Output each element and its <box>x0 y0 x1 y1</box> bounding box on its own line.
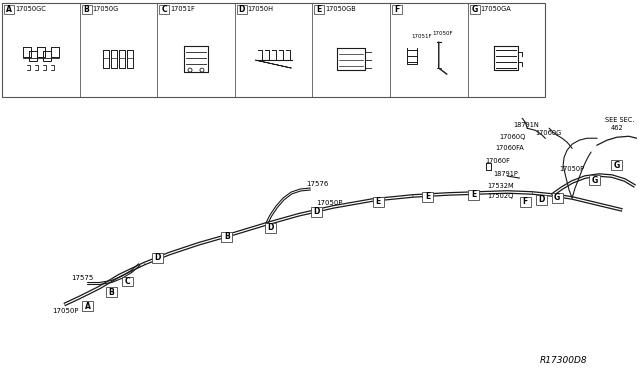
Text: B: B <box>84 5 90 14</box>
Bar <box>2 3 545 97</box>
Bar <box>422 192 433 202</box>
Text: SEE SEC.: SEE SEC. <box>605 117 634 124</box>
Text: 17050GA: 17050GA <box>481 6 511 12</box>
Bar <box>82 301 93 311</box>
Text: 17502Q: 17502Q <box>488 193 514 199</box>
Text: D: D <box>239 5 245 14</box>
Bar <box>159 5 169 14</box>
Text: F: F <box>394 5 399 14</box>
Bar <box>520 197 531 207</box>
Text: 17576: 17576 <box>307 181 329 187</box>
Text: B: B <box>109 288 115 297</box>
Text: A: A <box>6 5 12 14</box>
Bar <box>311 207 322 217</box>
Bar <box>611 160 622 170</box>
Text: R17300D8: R17300D8 <box>540 356 587 365</box>
Bar <box>552 193 563 203</box>
Text: D: D <box>313 207 319 217</box>
Bar <box>589 175 600 185</box>
Text: 17060F: 17060F <box>486 158 510 164</box>
Text: 462: 462 <box>611 125 623 131</box>
Text: 17050GC: 17050GC <box>15 6 46 12</box>
Text: C: C <box>161 5 167 14</box>
Text: 17050P: 17050P <box>52 308 78 314</box>
Text: 18791N: 18791N <box>513 122 539 128</box>
Text: B: B <box>224 232 230 241</box>
Text: E: E <box>317 5 322 14</box>
Bar <box>81 5 92 14</box>
Bar <box>372 197 383 207</box>
Bar <box>152 253 163 263</box>
Text: G: G <box>554 193 560 202</box>
Text: 17050H: 17050H <box>248 6 274 12</box>
Text: 18791P: 18791P <box>493 171 518 177</box>
Text: 17575: 17575 <box>72 275 94 280</box>
Bar <box>392 5 402 14</box>
Text: 17051F: 17051F <box>170 6 195 12</box>
Bar <box>237 5 247 14</box>
Text: 17050GB: 17050GB <box>325 6 356 12</box>
Bar <box>265 223 276 233</box>
Text: E: E <box>425 192 431 202</box>
Text: G: G <box>592 176 598 185</box>
Text: 17060G: 17060G <box>535 130 561 136</box>
Text: 17060FA: 17060FA <box>495 145 524 151</box>
Text: 17050G: 17050G <box>93 6 119 12</box>
Text: D: D <box>538 195 545 205</box>
Text: G: G <box>472 5 477 14</box>
Text: 17050P: 17050P <box>559 166 584 172</box>
Bar <box>106 288 117 298</box>
Text: D: D <box>154 253 161 262</box>
Text: 17060Q: 17060Q <box>499 134 526 140</box>
Text: 17051F: 17051F <box>411 34 431 39</box>
Bar <box>470 5 479 14</box>
Text: A: A <box>84 302 90 311</box>
Text: F: F <box>523 198 528 206</box>
Bar <box>536 195 547 205</box>
Text: C: C <box>125 277 130 286</box>
Text: E: E <box>471 190 476 199</box>
Bar <box>221 232 232 242</box>
Text: 17532M: 17532M <box>488 183 514 189</box>
Text: E: E <box>376 198 381 206</box>
Bar <box>468 190 479 200</box>
Text: G: G <box>614 161 620 170</box>
Bar <box>4 5 14 14</box>
Text: D: D <box>268 223 274 232</box>
Bar <box>122 276 133 286</box>
Text: 17050P: 17050P <box>316 200 343 206</box>
Bar <box>314 5 324 14</box>
Text: 17050F: 17050F <box>433 31 453 36</box>
